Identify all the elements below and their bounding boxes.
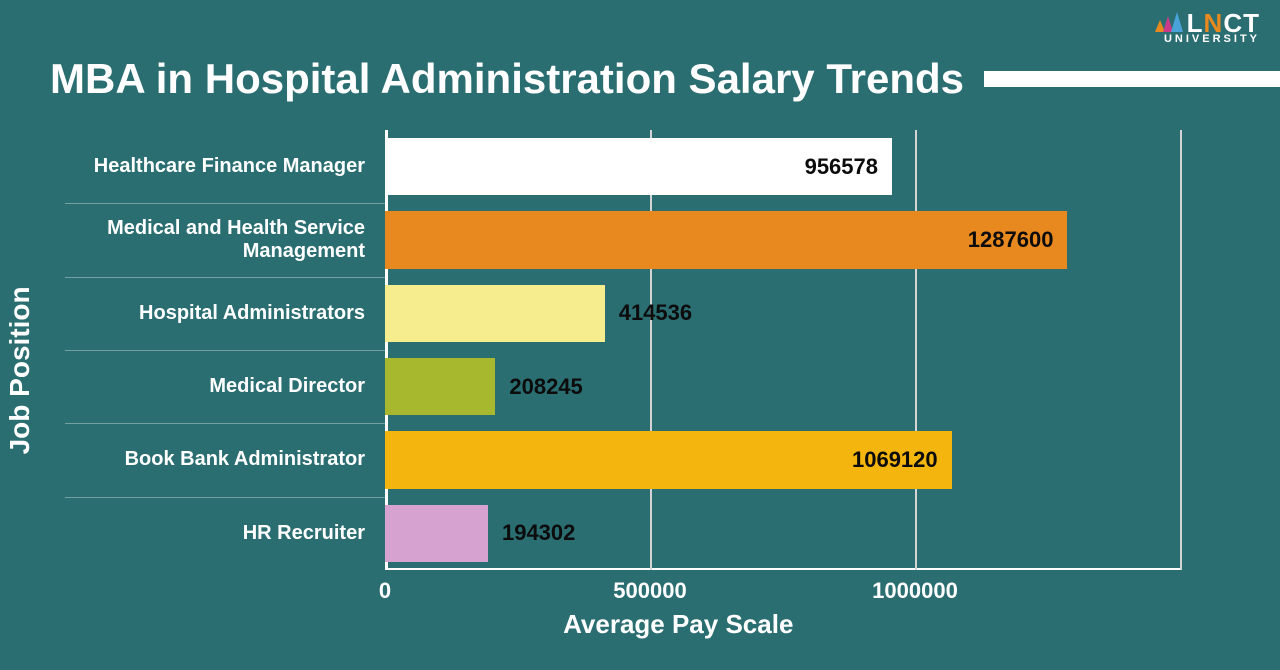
category-label: Book Bank Administrator — [65, 448, 375, 471]
row-divider — [65, 277, 385, 278]
bar-area: 414536 — [385, 285, 1180, 342]
bar-row: Healthcare Finance Manager 956578 — [65, 130, 1180, 203]
bar-value-label: 1069120 — [852, 447, 938, 473]
bar-row: Hospital Administrators 414536 — [65, 277, 1180, 350]
bar-value-label: 956578 — [805, 154, 878, 180]
logo-subtext: UNIVERSITY — [1155, 34, 1260, 45]
category-label: Medical and Health Service Management — [65, 217, 375, 263]
bar-value-label: 208245 — [509, 374, 582, 400]
bar-area: 208245 — [385, 358, 1180, 415]
x-tick-label: 500000 — [613, 578, 686, 604]
bar-area: 1287600 — [385, 211, 1180, 268]
bar — [385, 505, 488, 562]
y-axis-label: Job Position — [4, 286, 36, 454]
bar-value-label: 1287600 — [968, 227, 1054, 253]
x-axis-label: Average Pay Scale — [563, 609, 793, 640]
row-divider — [65, 203, 385, 204]
bar-value-label: 194302 — [502, 520, 575, 546]
title-row: MBA in Hospital Administration Salary Tr… — [50, 55, 1280, 103]
bar — [385, 358, 495, 415]
bar — [385, 211, 1067, 268]
row-divider — [65, 350, 385, 351]
bar-area: 194302 — [385, 505, 1180, 562]
bar-area: 956578 — [385, 138, 1180, 195]
bar-area: 1069120 — [385, 431, 1180, 488]
row-divider — [65, 423, 385, 424]
salary-bar-chart: Job Position Average Pay Scale 050000010… — [65, 130, 1180, 630]
brand-logo: LNCT UNIVERSITY — [1155, 10, 1260, 45]
page-title: MBA in Hospital Administration Salary Tr… — [50, 55, 964, 103]
gridline — [1180, 130, 1182, 570]
row-divider — [65, 497, 385, 498]
bar-row: Medical and Health Service Management 128… — [65, 203, 1180, 276]
category-label: Medical Director — [65, 375, 375, 398]
bar — [385, 285, 605, 342]
bar-row: Medical Director 208245 — [65, 350, 1180, 423]
category-label: Hospital Administrators — [65, 302, 375, 325]
bar-row: Book Bank Administrator 1069120 — [65, 423, 1180, 496]
chart-canvas: LNCT UNIVERSITY MBA in Hospital Administ… — [0, 0, 1280, 670]
category-label: HR Recruiter — [65, 522, 375, 545]
title-accent-bar — [984, 71, 1280, 87]
x-tick-label: 0 — [379, 578, 391, 604]
x-tick-label: 1000000 — [872, 578, 958, 604]
category-label: Healthcare Finance Manager — [65, 155, 375, 178]
bar-value-label: 414536 — [619, 300, 692, 326]
bar-row: HR Recruiter 194302 — [65, 497, 1180, 570]
bar-rows: Healthcare Finance Manager 956578 Medical … — [65, 130, 1180, 570]
